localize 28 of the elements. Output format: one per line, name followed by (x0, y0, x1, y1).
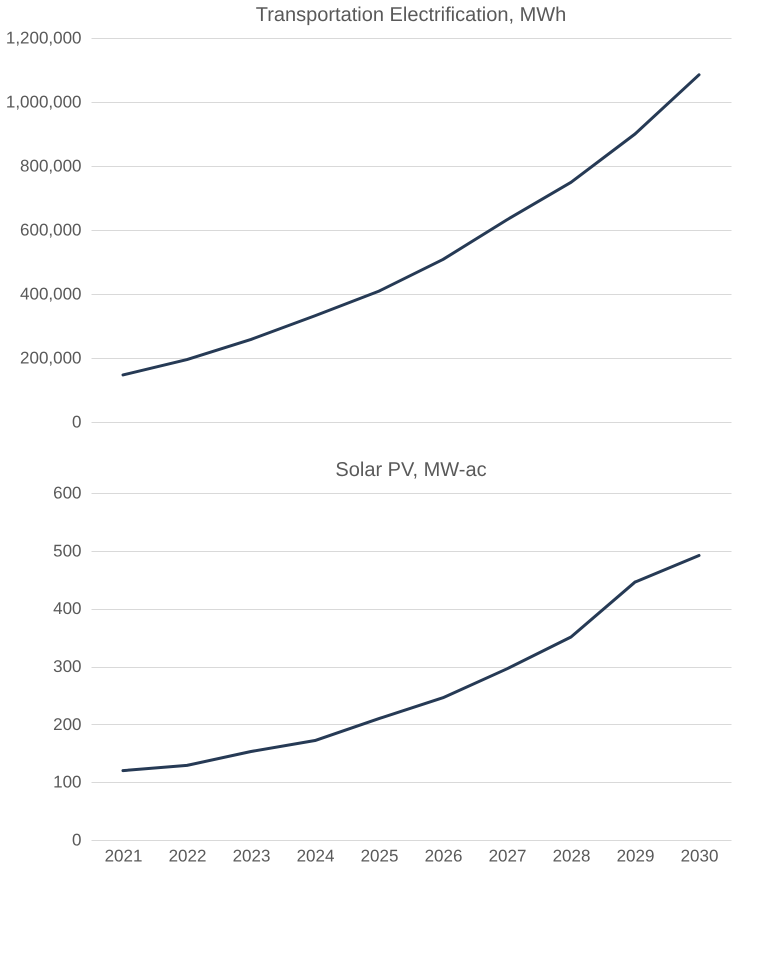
y-tick-label: 0 (72, 412, 82, 432)
y-tick-label: 400,000 (20, 284, 82, 304)
y-tick-label: 400 (53, 599, 82, 618)
x-tick-label: 2025 (360, 846, 398, 866)
y-tick-label: 200 (53, 714, 82, 734)
y-tick-label: 1,200,000 (6, 28, 82, 48)
y-tick-label: 300 (53, 657, 82, 676)
y-tick-label: 200,000 (20, 348, 82, 368)
x-tick-label: 2023 (232, 846, 270, 866)
x-tick-label: 2026 (424, 846, 462, 866)
chart-title: Solar PV, MW-ac (335, 459, 487, 481)
chart-title: Transportation Electrification, MWh (256, 4, 566, 26)
line-series (122, 554, 700, 772)
y-tick-label: 1,000,000 (6, 92, 82, 112)
x-tick-label: 2030 (680, 846, 718, 866)
y-tick-label: 800,000 (20, 156, 82, 176)
x-tick-label: 2029 (616, 846, 654, 866)
y-tick-label: 500 (53, 541, 82, 560)
x-tick-label: 2022 (168, 846, 206, 866)
line-series (122, 73, 700, 376)
x-tick-label: 2021 (104, 846, 142, 866)
x-tick-label: 2028 (552, 846, 590, 866)
y-tick-label: 600 (53, 484, 82, 502)
y-tick-label: 0 (72, 830, 82, 850)
y-tick-label: 600,000 (20, 220, 82, 240)
x-tick-label: 2024 (296, 846, 334, 866)
y-tick-label: 100 (53, 772, 82, 792)
x-tick-label: 2027 (488, 846, 526, 866)
